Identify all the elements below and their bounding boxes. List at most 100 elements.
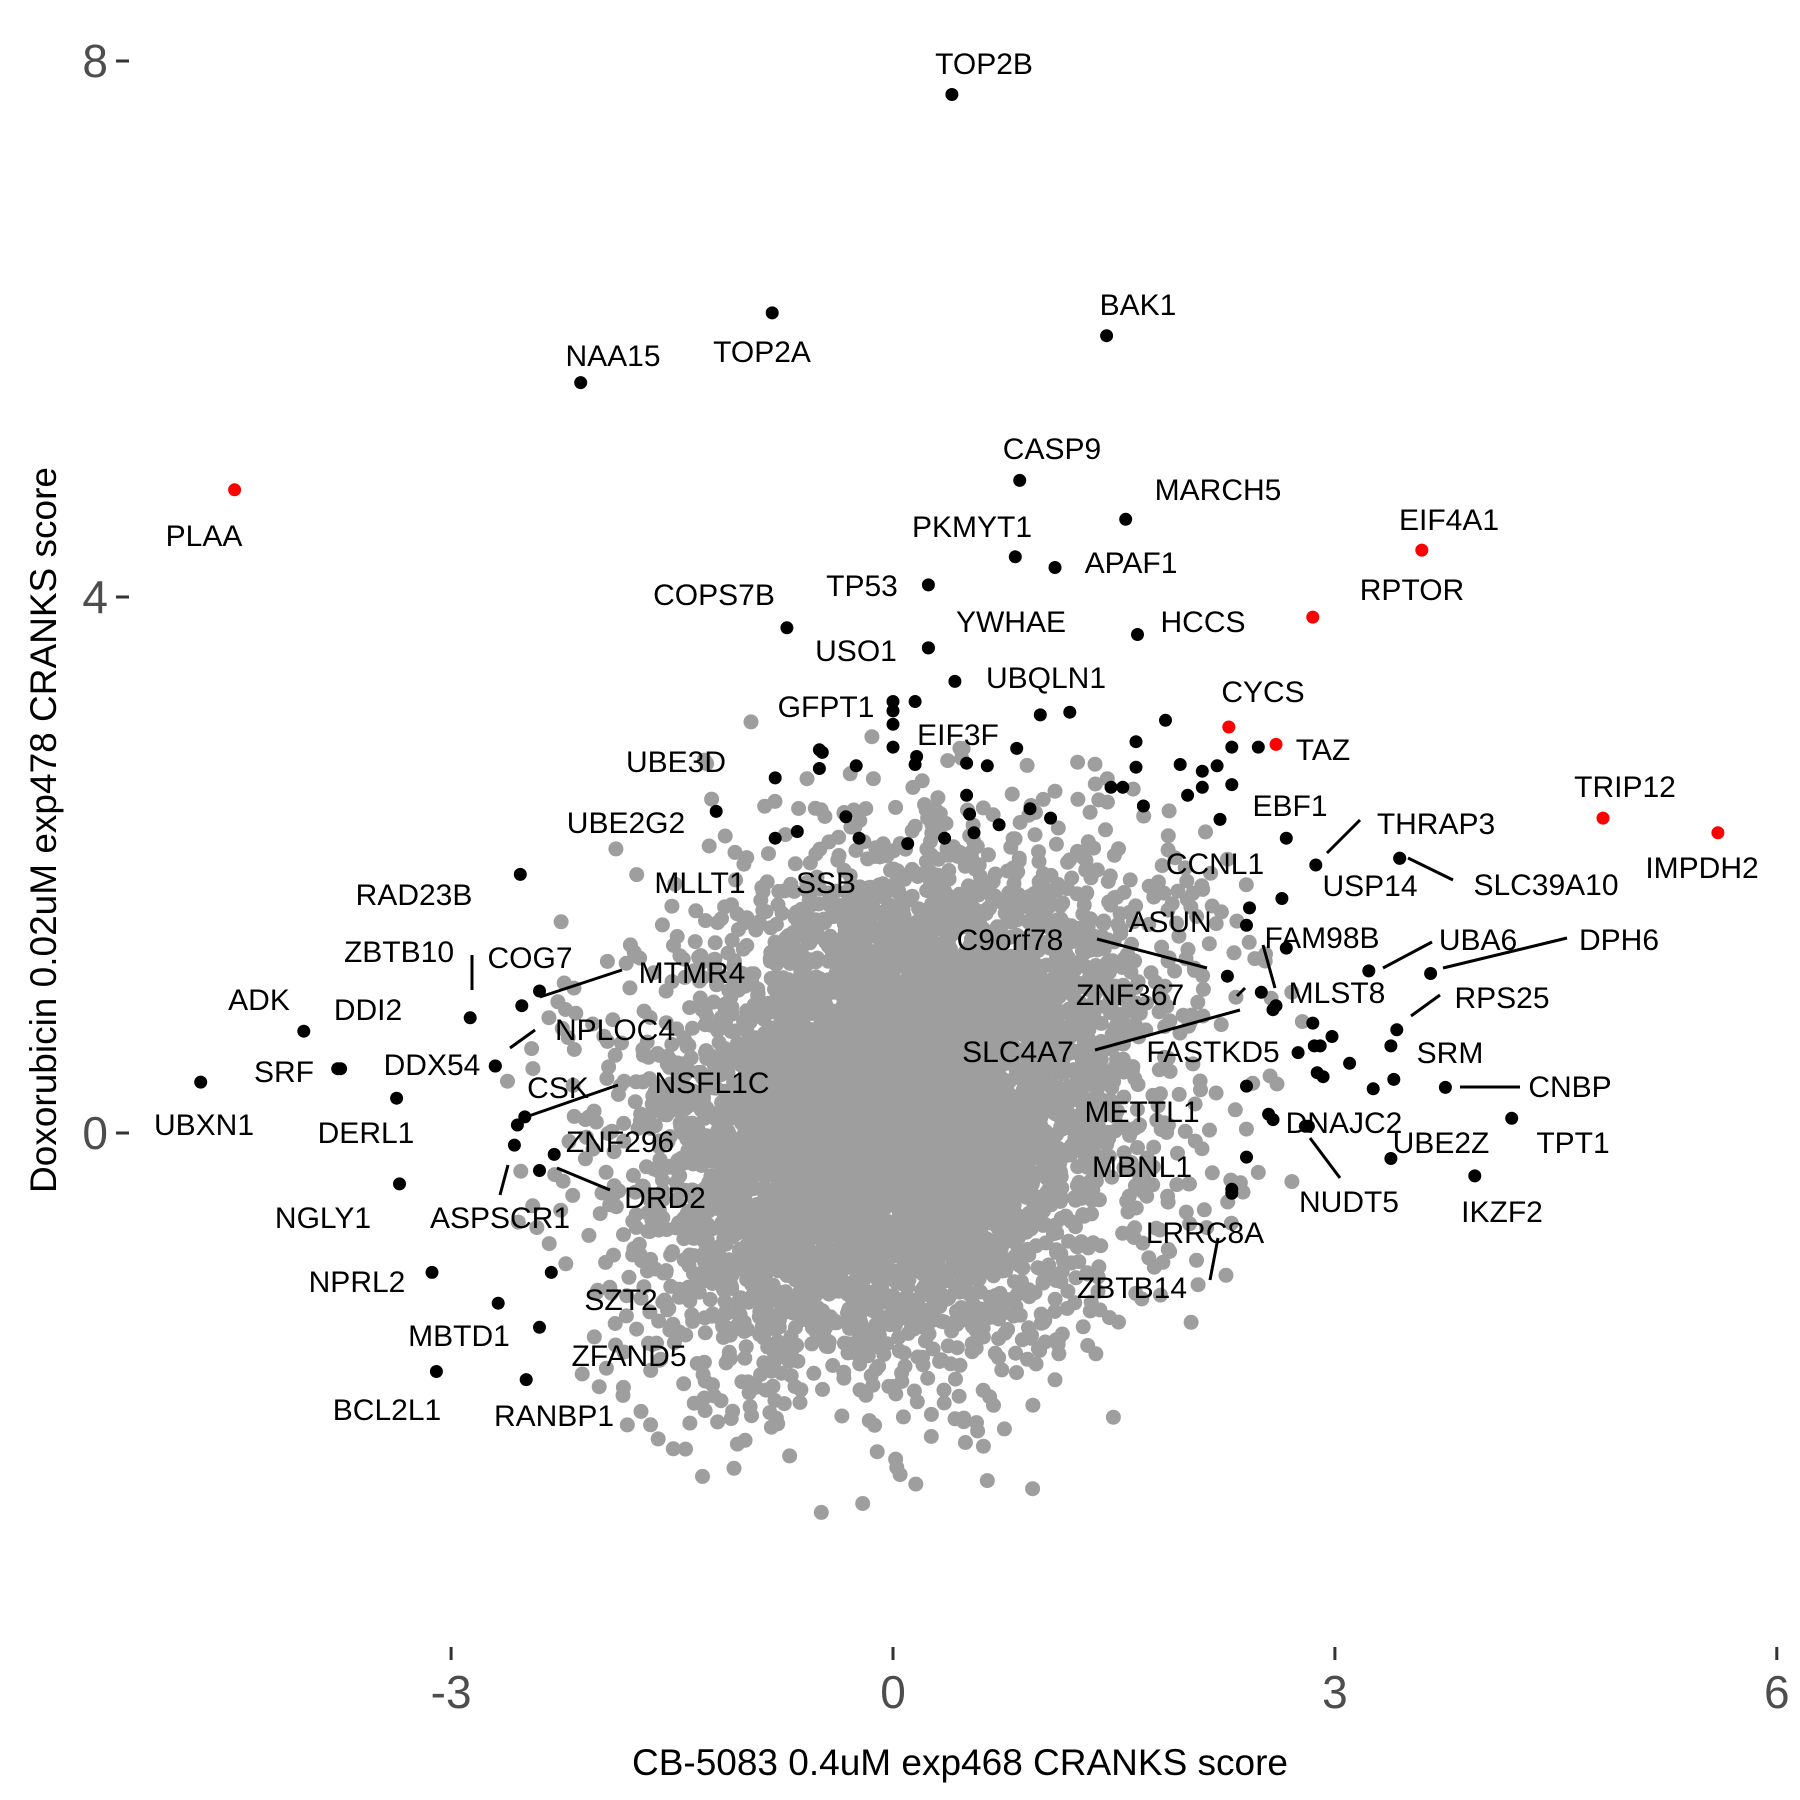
background-point bbox=[1208, 1085, 1224, 1101]
background-point bbox=[671, 1103, 687, 1119]
background-point bbox=[888, 1451, 904, 1467]
background-point bbox=[665, 1441, 681, 1457]
background-point bbox=[936, 1382, 952, 1398]
background-point bbox=[1160, 828, 1176, 844]
background-point bbox=[865, 1377, 881, 1393]
background-point bbox=[684, 1020, 700, 1036]
background-point bbox=[1098, 822, 1113, 838]
background-point bbox=[500, 1073, 515, 1089]
background-point bbox=[952, 1357, 968, 1373]
background-point bbox=[1069, 1239, 1085, 1255]
background-point bbox=[900, 892, 916, 908]
background-point bbox=[1187, 1096, 1203, 1112]
background-point bbox=[578, 1129, 594, 1145]
background-point bbox=[951, 1388, 967, 1404]
background-point bbox=[566, 1108, 582, 1124]
background-point bbox=[565, 1077, 581, 1093]
background-point bbox=[687, 1118, 702, 1134]
background-point bbox=[768, 916, 784, 932]
background-point bbox=[701, 838, 717, 854]
background-point bbox=[654, 917, 670, 933]
background-point bbox=[785, 1305, 801, 1321]
background-point bbox=[860, 851, 876, 867]
background-point bbox=[872, 849, 888, 865]
background-point bbox=[897, 1358, 913, 1374]
background-point bbox=[864, 729, 880, 745]
background-point bbox=[1093, 1015, 1109, 1031]
background-point bbox=[891, 1343, 907, 1359]
background-point bbox=[1109, 1103, 1125, 1119]
background-point bbox=[813, 1504, 829, 1520]
background-point bbox=[1005, 831, 1021, 847]
background-point bbox=[1047, 783, 1063, 799]
background-point bbox=[676, 1231, 692, 1247]
background-point bbox=[697, 1325, 713, 1341]
background-point bbox=[574, 1366, 590, 1382]
background-point bbox=[628, 1074, 644, 1090]
background-point bbox=[629, 1321, 645, 1337]
background-point bbox=[721, 983, 737, 999]
background-point bbox=[1068, 1270, 1084, 1286]
background-point bbox=[1019, 757, 1035, 773]
background-point bbox=[886, 843, 902, 859]
background-point bbox=[607, 1316, 623, 1331]
background-point bbox=[1025, 1397, 1041, 1413]
background-point bbox=[975, 1438, 991, 1454]
background-point bbox=[869, 1444, 885, 1460]
background-point bbox=[1204, 1165, 1220, 1181]
background-point bbox=[917, 797, 932, 813]
background-point bbox=[698, 1044, 713, 1060]
background-point bbox=[664, 898, 680, 914]
background-point bbox=[1115, 1225, 1131, 1241]
background-point bbox=[1247, 951, 1263, 967]
background-point bbox=[684, 1307, 700, 1323]
background-point bbox=[1238, 1121, 1254, 1137]
background-point bbox=[818, 1338, 834, 1354]
background-point bbox=[749, 919, 765, 935]
background-point bbox=[1047, 1304, 1063, 1319]
background-point bbox=[792, 1284, 808, 1300]
background-point bbox=[723, 1350, 738, 1366]
background-point bbox=[895, 1409, 911, 1425]
background-point bbox=[1082, 1303, 1098, 1319]
background-point bbox=[720, 1065, 736, 1081]
background-point bbox=[804, 1320, 820, 1336]
background-point bbox=[1121, 948, 1136, 964]
background-point bbox=[1218, 1267, 1234, 1283]
background-point bbox=[887, 922, 903, 938]
background-point bbox=[807, 800, 823, 816]
background-point bbox=[1082, 804, 1098, 820]
background-point bbox=[1047, 1372, 1063, 1388]
background-point bbox=[739, 938, 755, 953]
background-point bbox=[956, 1410, 972, 1426]
background-point bbox=[646, 965, 662, 981]
background-point bbox=[629, 867, 645, 883]
background-point bbox=[1130, 1077, 1146, 1093]
background-point bbox=[717, 899, 733, 915]
background-point bbox=[698, 913, 713, 929]
background-point bbox=[786, 883, 802, 899]
background-point bbox=[780, 1351, 795, 1367]
background-point bbox=[1116, 1089, 1132, 1105]
background-point bbox=[737, 1432, 753, 1448]
background-point bbox=[941, 1290, 957, 1306]
background-point bbox=[608, 841, 624, 857]
background-point bbox=[770, 1333, 786, 1349]
background-point bbox=[1096, 916, 1111, 932]
background-point bbox=[984, 924, 1000, 940]
background-point bbox=[1087, 756, 1103, 772]
background-point bbox=[1007, 998, 1023, 1014]
background-point bbox=[1048, 836, 1064, 852]
background-point bbox=[790, 1255, 806, 1271]
background-point bbox=[607, 1047, 623, 1063]
background-point bbox=[1068, 1219, 1083, 1235]
background-point bbox=[948, 1008, 963, 1024]
background-point bbox=[1114, 960, 1130, 975]
background-point bbox=[1177, 860, 1193, 876]
background-point bbox=[940, 1338, 956, 1354]
background-point bbox=[1054, 1326, 1070, 1342]
background-point bbox=[727, 844, 743, 860]
background-point bbox=[1223, 1215, 1239, 1231]
background-point bbox=[865, 771, 881, 787]
